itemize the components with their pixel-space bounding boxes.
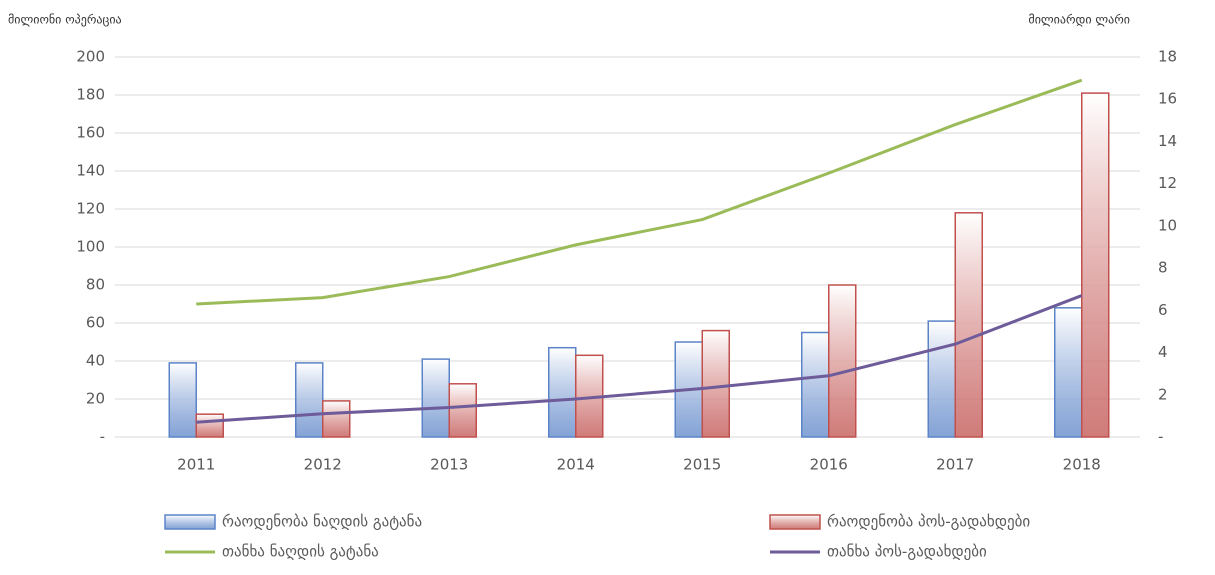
y2-tick-label: 14 <box>1158 132 1177 150</box>
y-tick-label: 80 <box>86 276 105 294</box>
bar <box>828 284 857 438</box>
y2-tick-label: 8 <box>1158 259 1168 277</box>
y-tick-label: - <box>100 428 105 446</box>
y-axis-title: მილიონი ოპერაცია <box>8 13 122 27</box>
bar <box>548 346 577 438</box>
bar <box>168 362 197 438</box>
y-tick-label: 140 <box>76 162 105 180</box>
legend-label: თანხა ნაღდის გატანა <box>222 543 379 561</box>
bar <box>421 358 450 438</box>
y-tick-label: 40 <box>86 352 105 370</box>
x-tick-label: 2014 <box>557 456 595 474</box>
y-tick-label: 20 <box>86 390 105 408</box>
y2-tick-label: 4 <box>1158 343 1168 361</box>
bar <box>1054 307 1083 438</box>
x-tick-label: 2012 <box>304 456 342 474</box>
x-tick-label: 2017 <box>936 456 974 474</box>
bar <box>322 400 351 438</box>
legend-label: რაოდენობა ნაღდის გატანა <box>222 513 422 531</box>
line <box>196 294 1083 424</box>
y-tick-label: 60 <box>86 314 105 332</box>
y-tick-label: 100 <box>76 238 105 256</box>
y2-tick-label: 12 <box>1158 174 1177 192</box>
legend-swatch <box>164 514 216 530</box>
bar <box>1081 92 1110 438</box>
y2-tick-label: 10 <box>1158 216 1177 234</box>
line <box>196 78 1083 306</box>
y2-tick-label: 18 <box>1158 48 1177 66</box>
legend-swatch <box>769 514 821 530</box>
bar <box>801 331 830 438</box>
bar <box>295 362 324 438</box>
bar <box>701 329 730 438</box>
y2-tick-label: 16 <box>1158 90 1177 108</box>
y-tick-label: 160 <box>76 124 105 142</box>
bar <box>954 212 983 438</box>
y-tick-label: 200 <box>76 48 105 66</box>
bar <box>195 413 224 438</box>
y-tick-label: 180 <box>76 86 105 104</box>
x-tick-label: 2013 <box>430 456 468 474</box>
x-tick-label: 2011 <box>177 456 215 474</box>
x-tick-label: 2018 <box>1063 456 1101 474</box>
y2-tick-label: 2 <box>1158 385 1168 403</box>
legend-label: თანხა პოს-გადახდები <box>827 543 987 561</box>
y2-tick-label: 6 <box>1158 301 1168 319</box>
y2-axis-title: მილიარდი ლარი <box>1028 13 1130 27</box>
y2-tick-label: - <box>1158 428 1163 446</box>
y-tick-label: 120 <box>76 200 105 218</box>
legend-label: რაოდენობა პოს-გადახდები <box>827 513 1030 531</box>
x-tick-label: 2015 <box>683 456 721 474</box>
bar <box>448 383 477 438</box>
x-tick-label: 2016 <box>810 456 848 474</box>
bar <box>927 320 956 438</box>
